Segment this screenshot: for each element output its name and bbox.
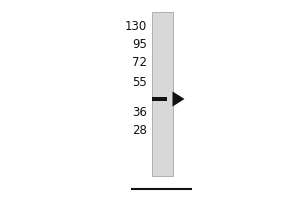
Text: 28: 28 <box>132 124 147 138</box>
Text: 36: 36 <box>132 106 147 119</box>
Text: 55: 55 <box>132 76 147 90</box>
Text: 72: 72 <box>132 56 147 70</box>
Text: 130: 130 <box>125 20 147 32</box>
Bar <box>152 12 172 176</box>
Polygon shape <box>172 91 184 107</box>
Bar <box>152 97 166 101</box>
Text: 95: 95 <box>132 38 147 51</box>
